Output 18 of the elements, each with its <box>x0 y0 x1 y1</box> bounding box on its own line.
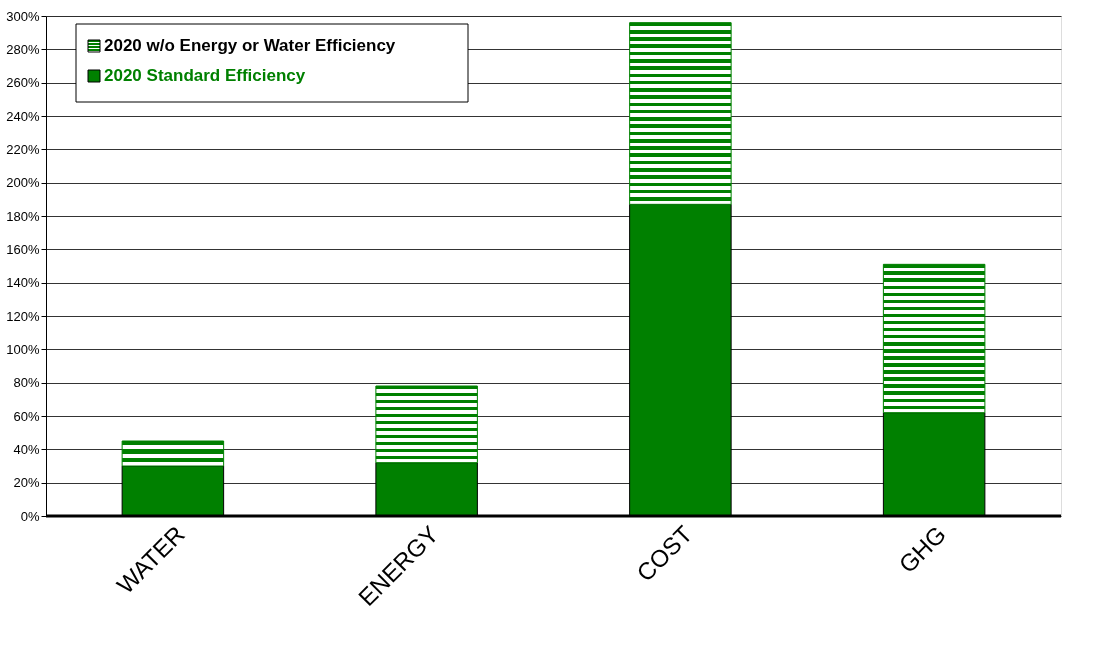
y-tick-label: 80% <box>13 375 40 391</box>
y-tick-label: 180% <box>6 208 40 224</box>
legend-label: 2020 Standard Efficiency <box>104 66 306 85</box>
y-tick-label: 120% <box>6 308 40 324</box>
y-tick-label: 240% <box>6 108 40 124</box>
y-tick-label: 20% <box>13 475 40 491</box>
y-tick-label: 200% <box>6 175 40 191</box>
y-tick-label: 140% <box>6 275 40 291</box>
y-tick-label: 220% <box>6 141 40 157</box>
y-tick-label: 160% <box>6 241 40 257</box>
y-tick-label: 40% <box>13 441 40 457</box>
legend-label: 2020 w/o Energy or Water Efficiency <box>104 36 396 55</box>
y-tick-label: 280% <box>6 41 40 57</box>
y-tick-label: 300% <box>6 8 40 24</box>
y-tick-label: 60% <box>13 408 40 424</box>
y-tick-label: 260% <box>6 75 40 91</box>
y-tick-label: 100% <box>6 341 40 357</box>
y-tick-label: 0% <box>20 508 40 524</box>
